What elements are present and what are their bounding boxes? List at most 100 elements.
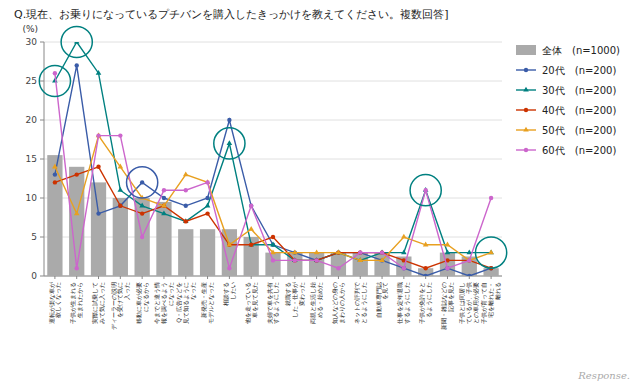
- x-tick-label: 新発売・生産モデルとなった: [200, 282, 215, 324]
- legend-marker: [524, 68, 528, 72]
- marker: [161, 210, 167, 215]
- legend-label: 全体 (n=1000): [542, 45, 620, 56]
- x-tick-label: 就職するした・仕事が変わった: [284, 281, 305, 318]
- y-tick: [40, 198, 44, 199]
- legend-label: 20代 (n=200): [542, 65, 616, 76]
- y-tick-label: 10: [26, 193, 38, 203]
- marker: [336, 266, 340, 270]
- marker: [466, 257, 472, 262]
- legend-marker: [523, 87, 529, 92]
- x-tick-label: 両親と生活し始める・始めた: [309, 282, 323, 324]
- marker: [205, 180, 209, 184]
- x-tick-label: Q・広告などを見て知るようになった: [175, 282, 197, 324]
- y-tick: [40, 276, 44, 277]
- marker: [293, 258, 297, 262]
- marker: [205, 211, 209, 215]
- marker: [401, 234, 407, 239]
- x-tick-label: 今までと違う情報を調べるようになった: [153, 282, 175, 324]
- marker: [248, 242, 254, 247]
- y-tick-label: 5: [31, 232, 37, 242]
- x-tick-label: 他を走っている車を見て見た: [244, 282, 258, 324]
- marker: [358, 250, 362, 254]
- marker: [75, 266, 79, 270]
- y-tick: [40, 120, 44, 121]
- marker: [423, 266, 427, 270]
- plot-area: [47, 42, 498, 276]
- marker: [314, 258, 318, 262]
- marker: [53, 180, 57, 184]
- marker: [96, 132, 102, 137]
- bar: [156, 202, 171, 276]
- marker: [53, 172, 57, 176]
- marker: [205, 203, 211, 208]
- line: [55, 136, 491, 261]
- marker: [357, 257, 363, 262]
- bar: [113, 198, 128, 276]
- marker: [358, 250, 362, 254]
- marker: [402, 266, 406, 270]
- x-tick: [360, 276, 361, 279]
- line: [55, 42, 491, 260]
- legend-item: 20代 (n=200): [516, 65, 616, 76]
- x-tick: [98, 276, 99, 279]
- marker: [118, 187, 124, 192]
- marker: [358, 250, 362, 254]
- x-tick: [469, 276, 470, 279]
- legend-marker: [524, 148, 528, 152]
- marker: [161, 203, 167, 208]
- legend-item: 全体 (n=1000): [516, 45, 620, 56]
- marker: [336, 249, 342, 254]
- marker: [96, 70, 102, 75]
- x-tick-label: 子供が免許をとるようにした: [418, 282, 433, 324]
- marker: [118, 204, 122, 208]
- x-tick: [425, 276, 426, 279]
- y-tick: [40, 81, 44, 82]
- x-tick: [207, 276, 208, 279]
- marker: [423, 274, 427, 276]
- highlight-circle: [61, 26, 92, 57]
- marker: [96, 211, 100, 215]
- legend-label: 40代 (n=200): [542, 105, 616, 116]
- marker: [227, 266, 231, 270]
- x-tick-label: 知人などの身のまわりの人から: [331, 282, 345, 324]
- marker: [162, 188, 166, 192]
- chart: Q.現在、お乗りになっているプチバンを購入したきっかけを教えてください。複数回答…: [0, 0, 640, 387]
- bar: [462, 257, 477, 277]
- marker: [96, 165, 100, 169]
- grid-line: [44, 120, 502, 121]
- y-tick-label: 15: [26, 154, 37, 164]
- x-tick-label: ディーラーの説明を受けて気に入った: [110, 282, 131, 330]
- y-tick-label: 30: [26, 37, 38, 47]
- legend-item: 30代 (n=200): [516, 85, 616, 96]
- marker: [249, 204, 253, 208]
- marker: [184, 204, 188, 208]
- bar: [265, 253, 280, 276]
- title: Q.現在、お乗りになっているプチバンを購入したきっかけを教えてください。複数回答…: [14, 8, 448, 21]
- x-tick: [251, 276, 252, 279]
- marker: [248, 226, 254, 231]
- marker: [314, 249, 320, 254]
- highlight-circle: [410, 175, 441, 206]
- x-tick: [382, 276, 383, 279]
- x-tick: [229, 276, 230, 279]
- x-tick: [120, 276, 121, 279]
- bar: [178, 229, 193, 276]
- legend-swatch: [516, 45, 536, 55]
- marker: [401, 249, 407, 254]
- grid-line: [44, 159, 502, 160]
- x-tick-label: 子供が育って自宅を離れた・離れる: [480, 282, 501, 324]
- marker: [314, 258, 318, 262]
- legend-label: 30代 (n=200): [542, 85, 616, 96]
- x-tick: [185, 276, 186, 279]
- marker: [140, 235, 144, 239]
- marker: [227, 242, 233, 247]
- marker: [270, 242, 276, 247]
- line: [55, 65, 491, 276]
- marker: [249, 243, 253, 247]
- marker: [467, 258, 471, 262]
- line: [55, 167, 491, 268]
- marker: [183, 171, 189, 176]
- marker: [336, 249, 342, 254]
- y-axis: [44, 42, 45, 276]
- legend-label: 60代 (n=200): [542, 145, 616, 156]
